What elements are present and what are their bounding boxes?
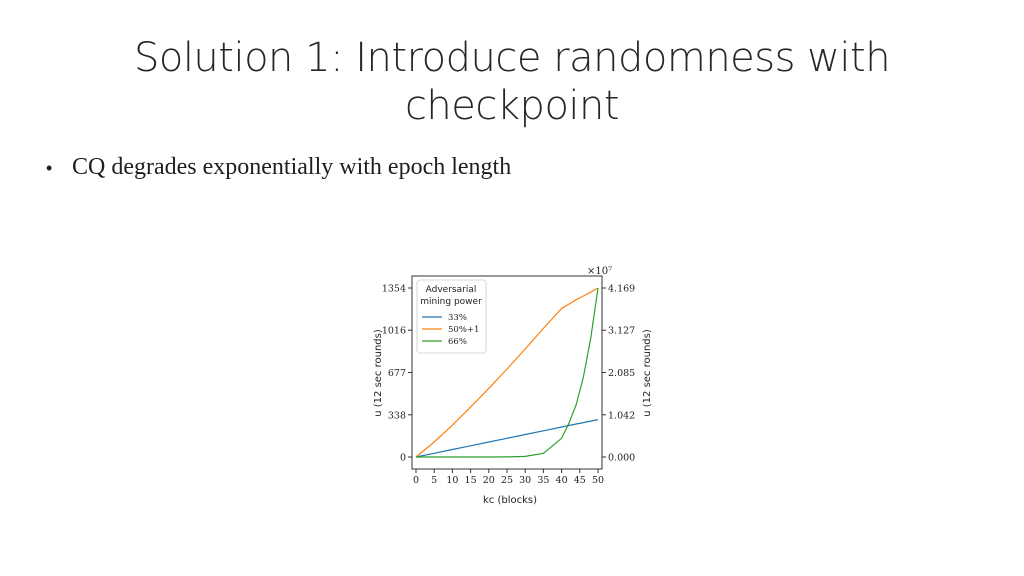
x-tick-label: 45	[574, 475, 586, 486]
x-tick-label: 20	[483, 475, 495, 486]
legend-entry-label: 50%+1	[448, 325, 479, 335]
x-tick-label: 15	[465, 475, 477, 486]
slide-title-line-1: Solution 1: Introduce randomness with	[133, 35, 891, 81]
series-line-33	[415, 419, 599, 458]
slide-title: Solution 1: Introduce randomness with ch…	[112, 34, 912, 130]
y-tick-right-label: 3.127	[608, 326, 635, 337]
slide-title-line-2: checkpoint	[404, 83, 620, 129]
bullet-list: • CQ degrades exponentially with epoch l…	[46, 154, 511, 181]
bullet-item: • CQ degrades exponentially with epoch l…	[46, 154, 511, 181]
legend-entry-label: 33%	[448, 313, 467, 323]
x-tick-label: 50	[592, 475, 604, 486]
y-axis-label-left: u (12 sec rounds)	[373, 329, 384, 417]
x-tick-label: 25	[501, 475, 513, 486]
y-tick-right-label: 2.085	[608, 368, 635, 379]
y-axis-label-right: u (12 sec rounds)	[642, 329, 653, 417]
x-tick-label: 30	[519, 475, 531, 486]
y-tick-left-label: 338	[388, 410, 406, 421]
x-tick-label: 10	[446, 475, 458, 486]
bullet-text: CQ degrades exponentially with epoch len…	[72, 154, 512, 180]
y-tick-left-label: 1354	[382, 284, 406, 295]
legend-title-line-1: Adversarial	[426, 285, 477, 295]
legend-box	[416, 279, 487, 354]
x-tick-label: 0	[413, 475, 419, 486]
y-tick-right-label: 0.000	[608, 453, 635, 464]
series-line-66	[416, 287, 599, 458]
y-tick-left-label: 677	[388, 368, 406, 379]
bullet-dot-icon: •	[46, 158, 53, 178]
x-tick-label: 5	[431, 475, 437, 486]
chart-svg: 0 338 677 1016 1354 0.000 1.042 2.085 3.127 4.16…	[373, 266, 653, 506]
legend: Adversarial mining power 33% 50%+1 66%	[416, 279, 487, 354]
legend-entry-label: 66%	[448, 337, 467, 347]
y-tick-right-label: 1.042	[608, 410, 635, 421]
chart: 0 338 677 1016 1354 0.000 1.042 2.085 3.127 4.16…	[362, 262, 662, 512]
series-line-501	[415, 287, 599, 458]
x-tick-label: 40	[556, 475, 568, 486]
y-tick-left-label: 1016	[382, 326, 406, 337]
x-axis-label: kc (blocks)	[483, 495, 537, 506]
x-tick-label: 35	[537, 475, 549, 486]
y-tick-left-label: 0	[400, 453, 406, 464]
legend-title-line-2: mining power	[420, 297, 482, 307]
right-axis-multiplier: ×10⁷	[587, 266, 612, 277]
y-tick-right-label: 4.169	[608, 284, 635, 295]
